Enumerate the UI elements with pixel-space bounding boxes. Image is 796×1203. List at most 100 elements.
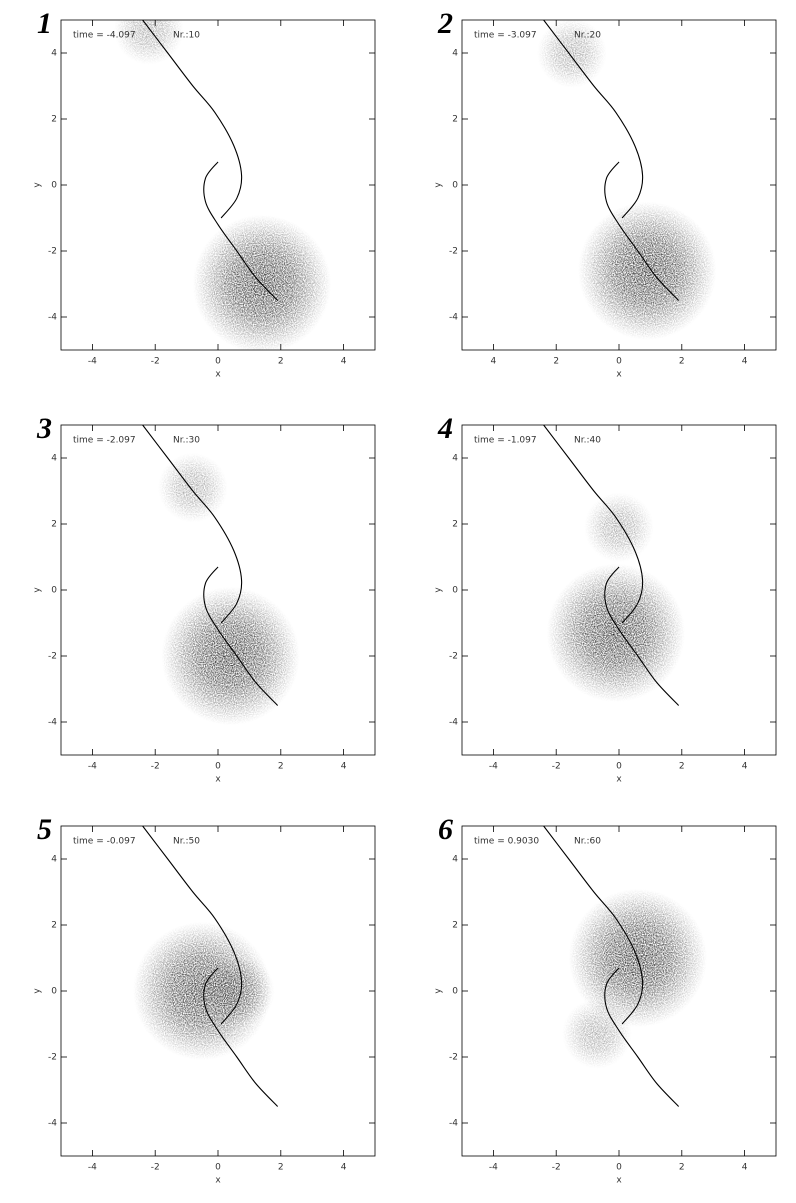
x-tick-label: -4	[489, 762, 498, 772]
x-tick-label: 2	[553, 357, 559, 367]
x-tick-label: -2	[552, 762, 561, 772]
time-label: time = 0.9030	[474, 837, 539, 847]
time-label: time = -1.097	[474, 436, 537, 446]
x-tick-label: 4	[341, 357, 347, 367]
time-label: time = -0.097	[73, 837, 136, 847]
frame-number: Nr.:50	[173, 837, 200, 847]
panel-number: 6	[438, 813, 453, 846]
y-tick-label: 2	[51, 520, 57, 530]
particle-cloud	[133, 921, 272, 1061]
y-tick-label: 2	[51, 115, 57, 125]
x-tick-label: -2	[151, 357, 160, 367]
y-tick-label: 4	[452, 454, 458, 464]
y-tick-label: 0	[452, 181, 458, 191]
frame-number: Nr.:20	[574, 31, 601, 41]
plot-area	[537, 20, 717, 340]
x-tick-label: -2	[552, 1163, 561, 1173]
plot-area	[142, 425, 300, 726]
panel-number: 3	[36, 412, 52, 445]
panel: -4 -2 0 2 4 -4 -2 0 2 4 x y time = -0.097 Nr.:50 5	[33, 813, 376, 1186]
orbit-line	[604, 566, 680, 706]
panel: -4 -2 0 2 4 -4 -2 0 2 4 x y time = -2.097 Nr.:30 3	[33, 412, 376, 785]
y-tick-label: -4	[48, 1119, 57, 1129]
particle-cloud	[161, 586, 300, 726]
particle-cloud	[584, 492, 654, 562]
plot-area	[543, 425, 685, 706]
y-tick-label: 0	[452, 987, 458, 997]
plot-area	[114, 20, 332, 350]
y-axis-label: y	[434, 182, 444, 188]
panel: 4 2 0 2 4 -4 -2 0 2 4 x y time = -3.097 Nr.:20 2	[434, 7, 777, 380]
particle-cloud	[158, 453, 228, 523]
frame-number: Nr.:60	[574, 837, 601, 847]
y-tick-label: -4	[48, 313, 57, 323]
frame-number: Nr.:30	[173, 436, 200, 446]
y-tick-label: 2	[452, 115, 458, 125]
frame-number: Nr.:40	[574, 436, 601, 446]
x-tick-label: 2	[278, 1163, 284, 1173]
x-tick-label: -2	[151, 1163, 160, 1173]
y-tick-label: -2	[449, 652, 458, 662]
y-tick-label: -4	[48, 718, 57, 728]
x-tick-label: -2	[151, 762, 160, 772]
x-tick-label: 4	[491, 357, 497, 367]
x-tick-label: 2	[679, 357, 685, 367]
y-tick-label: 0	[51, 987, 57, 997]
x-tick-label: 2	[278, 762, 284, 772]
x-tick-label: -4	[88, 762, 97, 772]
y-tick-label: -2	[449, 247, 458, 257]
orbit-line	[543, 20, 644, 219]
orbit-line	[203, 161, 279, 301]
orbit-line	[543, 826, 644, 1025]
x-tick-label: 2	[679, 1163, 685, 1173]
time-label: time = -3.097	[474, 31, 537, 41]
y-tick-label: -2	[48, 247, 57, 257]
orbit-line	[142, 20, 243, 219]
orbit-line	[203, 967, 279, 1107]
y-tick-label: 4	[452, 49, 458, 59]
panel: -4 -2 0 2 4 -4 -2 0 2 4 x y time = -1.097 Nr.:40 4	[434, 412, 777, 785]
x-axis-label: x	[215, 1176, 221, 1186]
x-tick-label: -4	[88, 1163, 97, 1173]
x-axis-label: x	[616, 1176, 622, 1186]
x-axis-label: x	[616, 775, 622, 785]
particle-cloud	[578, 201, 717, 340]
orbit-line	[543, 425, 644, 624]
panel-number: 4	[437, 412, 453, 445]
y-tick-label: 0	[51, 586, 57, 596]
y-tick-label: 2	[452, 520, 458, 530]
panel-number: 2	[437, 7, 453, 40]
particle-cloud	[546, 563, 685, 702]
particle-cloud	[192, 214, 332, 350]
x-tick-label: 2	[278, 357, 284, 367]
y-tick-label: 0	[452, 586, 458, 596]
x-tick-label: 0	[215, 357, 221, 367]
orbit-line	[142, 425, 243, 624]
x-tick-label: 0	[616, 357, 622, 367]
y-tick-label: -4	[449, 718, 458, 728]
y-tick-label: 4	[51, 855, 57, 865]
x-tick-label: 4	[742, 357, 748, 367]
orbit-line	[142, 826, 243, 1025]
y-tick-label: -4	[449, 313, 458, 323]
panel-number: 5	[37, 813, 52, 846]
orbit-line	[604, 967, 680, 1107]
panel: -4 -2 0 2 4 -4 -2 0 2 4 x y time = 0.9030 Nr.:60 6	[434, 813, 777, 1186]
particle-cloud	[114, 20, 184, 65]
x-tick-label: 4	[341, 1163, 347, 1173]
y-tick-label: -4	[449, 1119, 458, 1129]
particle-cloud	[537, 20, 607, 88]
x-tick-label: -4	[88, 357, 97, 367]
x-tick-label: 4	[742, 1163, 748, 1173]
x-tick-label: 0	[215, 762, 221, 772]
y-tick-label: 4	[452, 855, 458, 865]
x-axis-label: x	[215, 370, 221, 380]
plot-area	[133, 826, 279, 1107]
panel-number: 1	[37, 7, 52, 40]
time-label: time = -2.097	[73, 436, 136, 446]
y-axis-label: y	[33, 587, 43, 593]
y-tick-label: -2	[48, 652, 57, 662]
y-tick-label: 4	[51, 49, 57, 59]
y-axis-label: y	[434, 587, 444, 593]
